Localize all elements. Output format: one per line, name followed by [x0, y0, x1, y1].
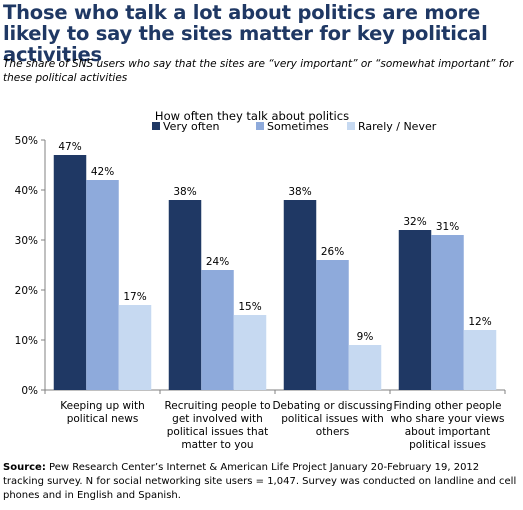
bar-value-label: 47% — [58, 141, 81, 153]
x-tick-label: get involved with — [172, 413, 263, 425]
x-tick-label: Finding other people — [394, 400, 502, 412]
y-tick-label: 20% — [15, 285, 38, 297]
x-tick-label: matter to you — [181, 439, 253, 451]
bar-value-label: 26% — [321, 246, 344, 258]
bar — [431, 235, 464, 390]
y-tick-label: 10% — [15, 335, 38, 347]
x-tick-label: others — [316, 426, 349, 438]
source-label: Source: — [3, 462, 46, 473]
bar-value-label: 17% — [123, 291, 146, 303]
bar-value-label: 32% — [403, 216, 426, 228]
bar — [463, 330, 497, 390]
bar — [283, 200, 317, 390]
y-tick-label: 0% — [21, 385, 38, 397]
legend-label: Very often — [163, 120, 219, 133]
legend-swatch — [347, 122, 355, 130]
bar-value-label: 15% — [238, 301, 261, 313]
bar-value-label: 38% — [288, 186, 311, 198]
legend-label: Rarely / Never — [358, 120, 437, 133]
x-tick-label: political issues with — [281, 413, 383, 425]
bar — [168, 200, 202, 390]
legend-label: Sometimes — [267, 120, 329, 133]
x-tick-label: political news — [67, 413, 139, 425]
x-tick-label: who share your views — [390, 413, 504, 425]
bar-value-label: 9% — [357, 331, 374, 343]
bar — [348, 345, 382, 390]
bar-value-label: 42% — [91, 166, 114, 178]
x-tick-label: Debating or discussing — [272, 400, 392, 412]
bar — [86, 180, 119, 390]
bar — [233, 315, 267, 390]
chart-title: Those who talk a lot about politics are … — [3, 1, 488, 66]
y-tick-label: 30% — [15, 235, 38, 247]
x-tick-label: Keeping up with — [60, 400, 144, 412]
bar — [201, 270, 234, 390]
bar-value-label: 31% — [436, 221, 459, 233]
bar — [316, 260, 349, 390]
bar — [398, 230, 432, 390]
bar — [118, 305, 152, 390]
bar-value-label: 38% — [173, 186, 196, 198]
legend-swatch — [152, 122, 160, 130]
x-tick-label: Recruiting people to — [164, 400, 270, 412]
x-tick-label: political issues that — [167, 426, 269, 438]
bar — [53, 155, 87, 390]
source-note: Source: Pew Research Center’s Internet &… — [3, 461, 518, 503]
legend-swatch — [256, 122, 264, 130]
chart-heading: How often they talk about politics — [155, 109, 349, 123]
chart-subtitle: The share of SNS users who say that the … — [3, 58, 514, 84]
y-tick-label: 50% — [15, 135, 38, 147]
bar-value-label: 24% — [206, 256, 229, 268]
source-text: Pew Research Center’s Internet & America… — [3, 462, 517, 501]
y-tick-label: 40% — [15, 185, 38, 197]
x-tick-label: about important — [405, 426, 491, 438]
bar-value-label: 12% — [468, 316, 491, 328]
x-tick-label: political issues — [409, 439, 486, 451]
